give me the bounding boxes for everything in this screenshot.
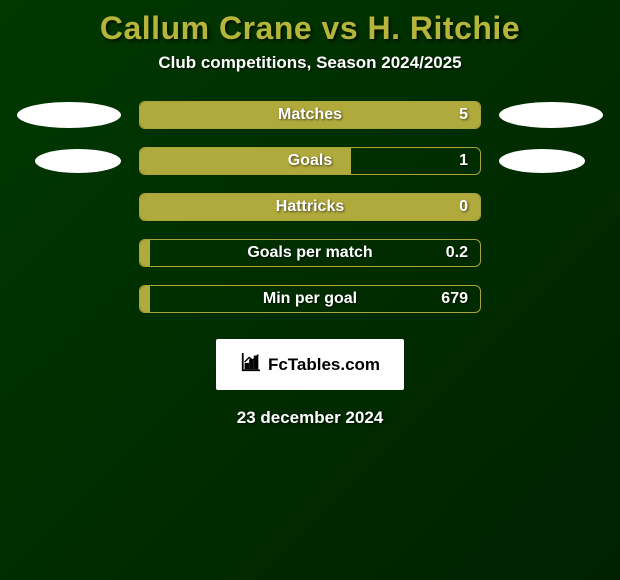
stat-value: 679 bbox=[441, 290, 468, 308]
stat-label: Hattricks bbox=[276, 198, 344, 216]
stat-row: Hattricks 0 bbox=[10, 193, 610, 221]
stat-bar: Hattricks 0 bbox=[139, 193, 481, 221]
player2-avatar bbox=[499, 149, 585, 173]
stat-row: Goals per match 0.2 bbox=[10, 239, 610, 267]
stat-value: 5 bbox=[459, 106, 468, 124]
brand-badge[interactable]: FcTables.com bbox=[216, 339, 404, 390]
stat-bar: Goals 1 bbox=[139, 147, 481, 175]
stat-value: 0 bbox=[459, 198, 468, 216]
stat-bar-fill bbox=[140, 286, 150, 312]
stat-bar: Matches 5 bbox=[139, 101, 481, 129]
subtitle: Club competitions, Season 2024/2025 bbox=[0, 53, 620, 73]
chart-icon bbox=[240, 351, 262, 378]
stat-row: Min per goal 679 bbox=[10, 285, 610, 313]
stat-value: 1 bbox=[459, 152, 468, 170]
player1-avatar bbox=[17, 102, 121, 128]
stat-value: 0.2 bbox=[446, 244, 468, 262]
stat-label: Min per goal bbox=[263, 290, 357, 308]
brand-text: FcTables.com bbox=[268, 355, 380, 375]
stat-bar: Min per goal 679 bbox=[139, 285, 481, 313]
stat-label: Matches bbox=[278, 106, 342, 124]
stat-label: Goals per match bbox=[247, 244, 372, 262]
stat-label: Goals bbox=[288, 152, 332, 170]
stat-bar-fill bbox=[140, 240, 150, 266]
player2-avatar bbox=[499, 102, 603, 128]
stat-bar: Goals per match 0.2 bbox=[139, 239, 481, 267]
player1-avatar bbox=[35, 149, 121, 173]
comparison-card: Callum Crane vs H. Ritchie Club competit… bbox=[0, 0, 620, 580]
date-text: 23 december 2024 bbox=[0, 408, 620, 428]
page-title: Callum Crane vs H. Ritchie bbox=[0, 10, 620, 47]
stat-row: Goals 1 bbox=[10, 147, 610, 175]
stat-row: Matches 5 bbox=[10, 101, 610, 129]
